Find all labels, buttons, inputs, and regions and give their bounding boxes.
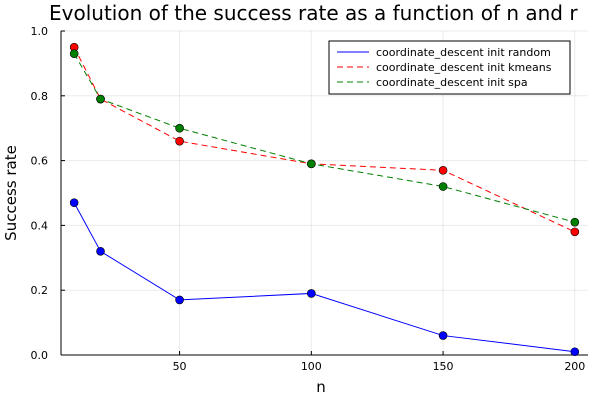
ticks: 50 100 150 200 0.0 0.2 0.4 0.6 0.8 1.0 [31, 25, 586, 373]
data-point [438, 166, 448, 175]
y-tick-label: 0.8 [31, 90, 49, 103]
x-tick-label: 50 [173, 360, 187, 373]
chart-title: Evolution of the success rate as a funct… [49, 1, 578, 25]
legend: coordinate_descent init random coordinate… [328, 40, 571, 95]
data-point [438, 182, 448, 191]
series-layer [69, 42, 580, 357]
legend-label: coordinate_descent init spa [376, 76, 528, 89]
axes [60, 31, 588, 356]
series-line [73, 202, 575, 353]
legend-box [328, 40, 571, 95]
data-point [175, 136, 184, 146]
series-line [73, 53, 575, 223]
y-tick-label: 0.4 [31, 219, 49, 232]
data-point [96, 247, 105, 256]
data-point [175, 295, 184, 305]
data-point [570, 227, 580, 237]
x-tick-label: 150 [433, 360, 454, 373]
data-point [175, 123, 184, 133]
data-point [307, 159, 316, 169]
data-point [570, 347, 580, 357]
data-point [570, 217, 580, 227]
legend-label: coordinate_descent init kmeans [376, 61, 552, 74]
x-tick-label: 200 [564, 360, 585, 373]
data-point [438, 331, 448, 340]
y-tick-label: 0.0 [31, 349, 49, 362]
x-tick-label: 100 [301, 360, 322, 373]
data-point [307, 289, 316, 298]
y-axis-label: Success rate [2, 145, 20, 241]
legend-label: coordinate_descent init random [376, 46, 551, 59]
y-tick-label: 1.0 [31, 25, 49, 38]
y-tick-label: 0.6 [31, 155, 49, 168]
x-axis-label: n [316, 378, 326, 396]
y-tick-label: 0.2 [31, 284, 49, 297]
series-line [73, 46, 576, 233]
data-point [96, 94, 105, 104]
data-point [69, 49, 79, 58]
data-point [69, 198, 79, 208]
